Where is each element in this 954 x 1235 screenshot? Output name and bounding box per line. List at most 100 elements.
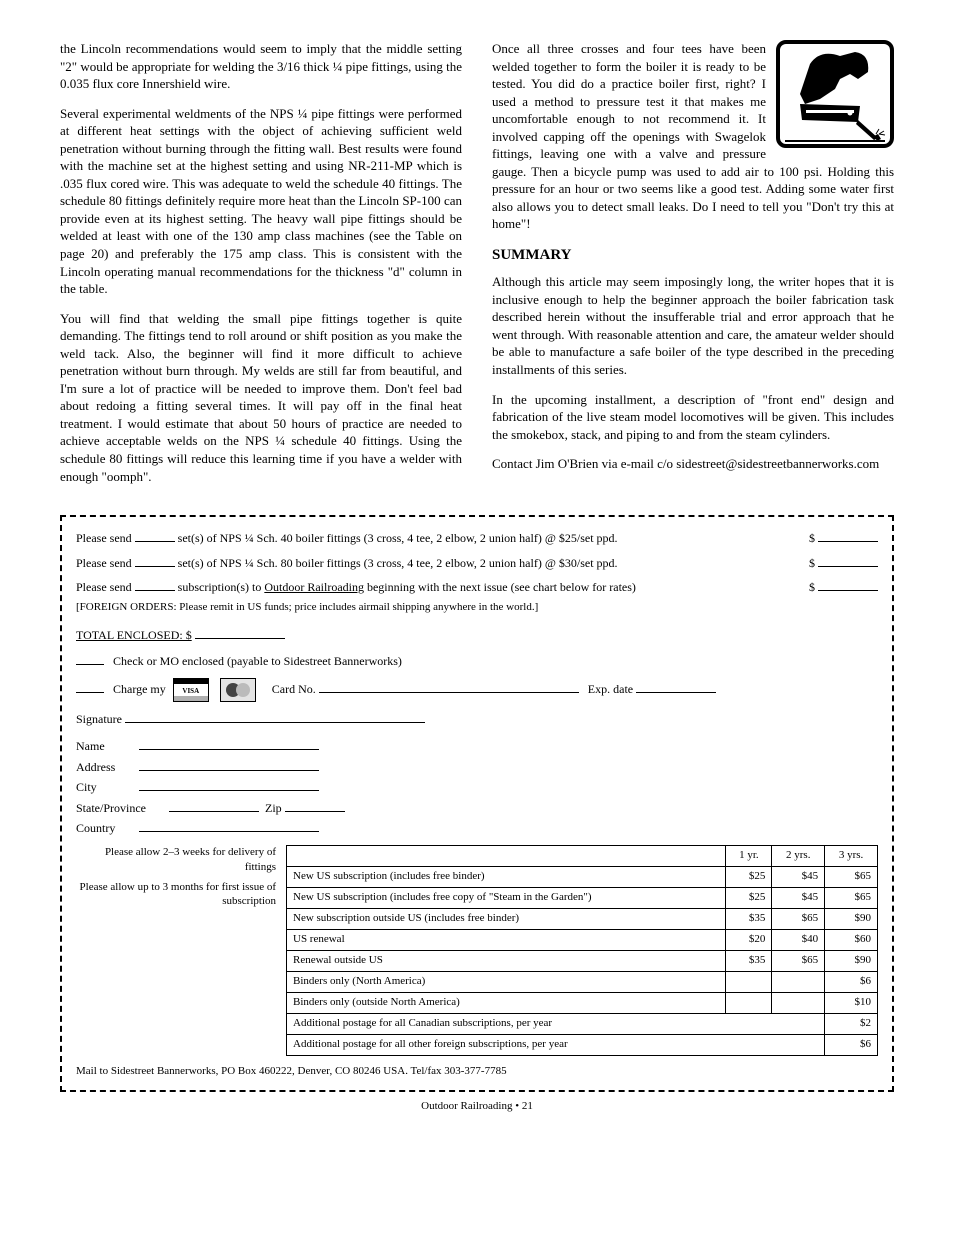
page: the Lincoln recommendations would seem t… [0,0,954,1235]
row-value: $65 [772,951,825,972]
welder-illustration [776,40,894,148]
exp-blank[interactable] [636,680,716,693]
ship-note-2: Please allow up to 3 months for first is… [76,880,276,909]
row-value: $45 [772,867,825,888]
pay-card-label: Charge my [113,682,166,696]
city-label: City [76,779,136,796]
row-value: $35 [726,909,772,930]
row-value: $6 [825,971,878,992]
zip-blank[interactable] [285,800,345,812]
right-para-3: In the upcoming installment, a descripti… [492,391,894,444]
right-para-2: Although this article may seem imposingl… [492,273,894,378]
addr-blank[interactable] [139,759,319,771]
row-value [772,992,825,1013]
footer-row-1-val: $2 [825,1013,878,1034]
row-value: $25 [726,867,772,888]
order-line-1: Please send set(s) of NPS ¼ Sch. 40 boil… [76,529,878,547]
row-value [726,971,772,992]
order-line-2: Please send set(s) of NPS ¼ Sch. 80 boil… [76,554,878,572]
order-line-3-title: Outdoor Railroading [264,580,364,594]
foreign-note: [FOREIGN ORDERS: Please remit in US fund… [76,600,878,616]
th-2yr: 2 yrs. [772,846,825,867]
address-block: Name Address City State/Province Zip Cou… [76,738,878,837]
summary-heading: SUMMARY [492,245,894,265]
qty-blank-3[interactable] [135,578,175,591]
row-value: $35 [726,951,772,972]
name-label: Name [76,738,136,755]
table-row: Binders only (outside North America)$10 [287,992,878,1013]
row-label: Renewal outside US [287,951,726,972]
order-line-3-post: beginning with the next issue (see chart… [367,580,636,594]
mastercard-icon [220,678,256,702]
th-1yr: 1 yr. [726,846,772,867]
sig-label: Signature [76,712,122,726]
order-line-3: Please send subscription(s) to Outdoor R… [76,578,878,596]
order-line-1-post: set(s) of NPS ¼ Sch. 40 boiler fittings … [178,531,618,545]
table-row: New US subscription (includes free copy … [287,888,878,909]
row-label: New US subscription (includes free copy … [287,888,726,909]
row-value: $20 [726,930,772,951]
row-value: $40 [772,930,825,951]
row-value: $25 [726,888,772,909]
state-label: State/Province [76,800,166,817]
qty-blank-1[interactable] [135,529,175,542]
left-para-2: Several experimental weldments of the NP… [60,105,462,298]
row-value: $90 [825,951,878,972]
row-label: Binders only (North America) [287,971,726,992]
signature-row: Signature [76,710,878,728]
row-label: New US subscription (includes free binde… [287,867,726,888]
card-no-label: Card No. [272,682,316,696]
th-blank [287,846,726,867]
row-value: $10 [825,992,878,1013]
right-para-4: Contact Jim O'Brien via e-mail c/o sides… [492,455,894,473]
row-value: $65 [825,867,878,888]
line1-amount-blank[interactable] [818,529,878,542]
card-no-blank[interactable] [319,680,579,693]
pay-check-label: Check or MO enclosed (payable to Sidestr… [113,654,402,668]
footer-row-2-val: $6 [825,1034,878,1055]
row-value [726,992,772,1013]
state-blank[interactable] [169,800,259,812]
row-label: New subscription outside US (includes fr… [287,909,726,930]
line3-amount-blank[interactable] [818,578,878,591]
visa-icon [173,678,209,702]
row-value [772,971,825,992]
order-line-3-pre: Please send [76,580,135,594]
order-form: Please send set(s) of NPS ¼ Sch. 40 boil… [60,515,894,1092]
payment-check-row: Check or MO enclosed (payable to Sidestr… [76,653,878,670]
payment-card-row: Charge my Card No. Exp. date [76,678,878,702]
shipping-note: Please allow 2–3 weeks for delivery of f… [76,845,276,908]
ship-note-1: Please allow 2–3 weeks for delivery of f… [76,845,276,874]
page-footer: Outdoor Railroading • 21 [60,1100,894,1112]
order-line-3-mid: subscription(s) to [178,580,265,594]
exp-label: Exp. date [588,682,633,696]
qty-blank-2[interactable] [135,554,175,567]
mail-to-line: Mail to Sidestreet Bannerworks, PO Box 4… [76,1064,878,1080]
card-checkbox[interactable] [76,682,104,693]
table-row: US renewal$20$40$60 [287,930,878,951]
order-line-1-pre: Please send [76,531,135,545]
total-line: TOTAL ENCLOSED: $ [76,626,878,644]
order-line-2-post: set(s) of NPS ¼ Sch. 80 boiler fittings … [178,556,618,570]
total-amount-blank[interactable] [195,626,285,639]
row-value: $45 [772,888,825,909]
table-wrap: Please allow 2–3 weeks for delivery of f… [76,845,878,1055]
two-column-layout: the Lincoln recommendations would seem t… [60,40,894,497]
country-blank[interactable] [139,820,319,832]
left-para-3: You will find that welding the small pip… [60,310,462,485]
name-blank[interactable] [139,738,319,750]
table-row: Binders only (North America) $6 [287,971,878,992]
city-blank[interactable] [139,779,319,791]
line2-amount-blank[interactable] [818,554,878,567]
subscription-rate-table: 1 yr. 2 yrs. 3 yrs. New US subscription … [286,845,878,1055]
row-value: $90 [825,909,878,930]
table-row: New subscription outside US (includes fr… [287,909,878,930]
order-line-2-pre: Please send [76,556,135,570]
row-value: $65 [825,888,878,909]
th-3yr: 3 yrs. [825,846,878,867]
right-column: Once all three crosses and four tees hav… [492,40,894,497]
left-para-1: the Lincoln recommendations would seem t… [60,40,462,93]
check-checkbox[interactable] [76,654,104,665]
table-row: New US subscription (includes free binde… [287,867,878,888]
sig-blank[interactable] [125,710,425,723]
